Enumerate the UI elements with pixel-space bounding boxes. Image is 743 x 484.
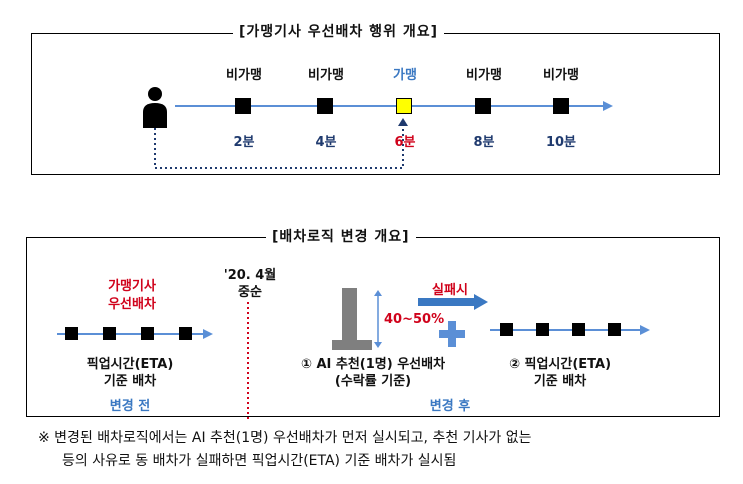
driver-node xyxy=(475,98,491,114)
ai-threshold-bar xyxy=(332,288,382,350)
node-status-label: 비가맹 xyxy=(308,68,344,83)
before-method: 픽업시간(ETA) 기준 배차 xyxy=(86,357,174,389)
dispatch-overview-title: [가맹기사 우선배차 행위 개요] xyxy=(233,21,444,41)
after-caption: 변경 후 xyxy=(429,399,471,414)
change-date-label: '20. 4월 중순 xyxy=(223,268,277,300)
node-time-label-highlighted: 6분 xyxy=(394,135,416,150)
passenger-icon xyxy=(143,87,167,128)
node-time-label: 10분 xyxy=(545,135,577,150)
change-divider-line xyxy=(247,302,249,420)
plus-icon xyxy=(439,321,465,347)
before-caption: 변경 전 xyxy=(109,399,151,414)
node-time-label: 8분 xyxy=(473,135,495,150)
footnote-line-2: 등의 사유로 동 배차가 실패하면 픽업시간(ETA) 기준 배차가 실시됨 xyxy=(62,453,457,469)
driver-node xyxy=(235,98,251,114)
fail-arrow xyxy=(418,294,488,310)
fail-label: 실패시 xyxy=(432,283,468,298)
driver-node xyxy=(553,98,569,114)
node-time-label: 4분 xyxy=(315,135,337,150)
node-status-label: 비가맹 xyxy=(466,68,502,83)
node-status-label-highlighted: 가맹 xyxy=(393,68,417,83)
before-header: 가맹기사 우선배차 xyxy=(108,279,156,312)
footnote-line-1: ※ 변경된 배차로직에서는 AI 추천(1명) 우선배차가 먼저 실시되고, 추… xyxy=(38,430,532,446)
ai-dispatch-step: ① AI 추천(1명) 우선배차 (수락률 기준) xyxy=(300,357,446,389)
driver-node xyxy=(317,98,333,114)
node-status-label: 비가맹 xyxy=(543,68,579,83)
affiliated-driver-node xyxy=(396,98,412,114)
node-time-label: 2분 xyxy=(233,135,255,150)
node-status-label: 비가맹 xyxy=(226,68,262,83)
before-timeline xyxy=(57,327,213,340)
acceptance-rate-label: 40~50% xyxy=(384,312,445,327)
after-timeline xyxy=(490,323,650,336)
dispatch-connector xyxy=(154,118,408,169)
eta-dispatch-step: ② 픽업시간(ETA) 기준 배차 xyxy=(508,357,612,389)
logic-change-title: [배차로직 변경 개요] xyxy=(266,226,416,246)
